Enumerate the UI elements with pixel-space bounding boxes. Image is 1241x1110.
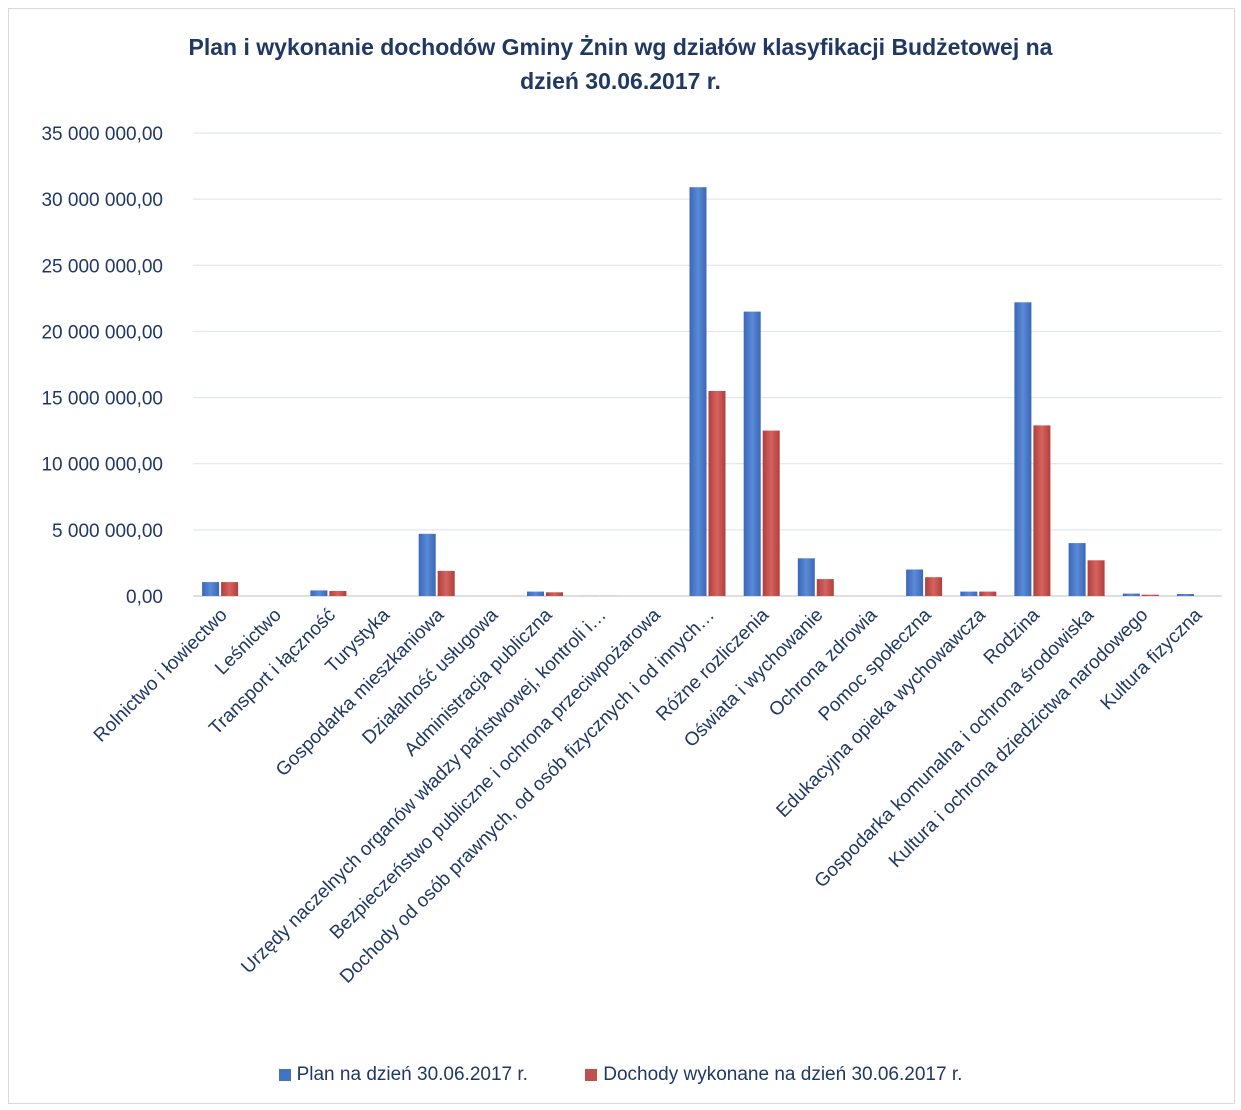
bar-wykonane [1087, 560, 1105, 596]
bar-plan [1014, 302, 1032, 596]
bar-wykonane [816, 579, 834, 596]
legend-label-plan: Plan na dzień 30.06.2017 r. [296, 1064, 528, 1085]
y-tick-label: 20 000 000,00 [41, 322, 163, 343]
y-tick-label: 35 000 000,00 [41, 124, 163, 145]
bar-plan [310, 590, 328, 596]
bar-plan [1122, 593, 1140, 596]
bar-plan [527, 591, 544, 596]
bar-wykonane [437, 570, 455, 596]
y-tick-label: 15 000 000,00 [41, 389, 163, 410]
gridlines [193, 132, 1222, 597]
bar-plan [797, 558, 815, 596]
x-tick-label: Kultura i ochrona dziedzictwa narodowego [885, 605, 1152, 872]
x-axis-ticks: Rolnictwo i łowiectwoLeśnictwoTransport … [90, 604, 1207, 987]
bar-plan [1176, 594, 1194, 596]
legend-swatch-plan [278, 1069, 291, 1081]
chart-title-line-1: Plan i wykonanie dochodów Gminy Żnin wg … [188, 34, 1053, 60]
bar-wykonane [1033, 425, 1051, 596]
bar-plan [960, 591, 978, 596]
y-tick-label: 0,00 [126, 587, 163, 608]
bar-plan [743, 311, 761, 596]
bar-wykonane [221, 582, 239, 596]
legend-label-wykonane: Dochody wykonane na dzień 30.06.2017 r. [603, 1064, 963, 1085]
y-tick-label: 10 000 000,00 [41, 455, 163, 476]
bar-wykonane [1141, 594, 1159, 596]
bar-plan [906, 569, 924, 596]
bar-wykonane [979, 591, 997, 596]
y-tick-label: 25 000 000,00 [41, 256, 163, 277]
bar-plan [1068, 543, 1086, 596]
bar-plan [689, 187, 707, 596]
bar-wykonane [329, 591, 347, 596]
legend-item-plan: Plan na dzień 30.06.2017 r. [278, 1064, 528, 1086]
chart-title-line-2: dzień 30.06.2017 r. [520, 68, 721, 94]
bars [202, 187, 1194, 596]
bar-wykonane [708, 391, 726, 596]
x-tick-label: Kultura fizyczna [1097, 604, 1207, 714]
bar-wykonane [925, 577, 943, 596]
bar-plan [418, 533, 436, 596]
chart-title: Plan i wykonanie dochodów Gminy Żnin wg … [0, 30, 1241, 98]
bar-wykonane [762, 430, 780, 596]
y-tick-label: 30 000 000,00 [41, 190, 163, 211]
legend: Plan na dzień 30.06.2017 r. Dochody wyko… [0, 1064, 1241, 1086]
y-tick-label: 5 000 000,00 [52, 521, 163, 542]
y-axis-ticks: 0,00 5 000 000,00 10 000 000,00 15 000 000,… [41, 124, 163, 608]
bar-wykonane [546, 592, 563, 596]
legend-item-wykonane: Dochody wykonane na dzień 30.06.2017 r. [585, 1064, 962, 1086]
bar-plan [202, 582, 220, 596]
legend-swatch-wykonane [585, 1069, 598, 1081]
